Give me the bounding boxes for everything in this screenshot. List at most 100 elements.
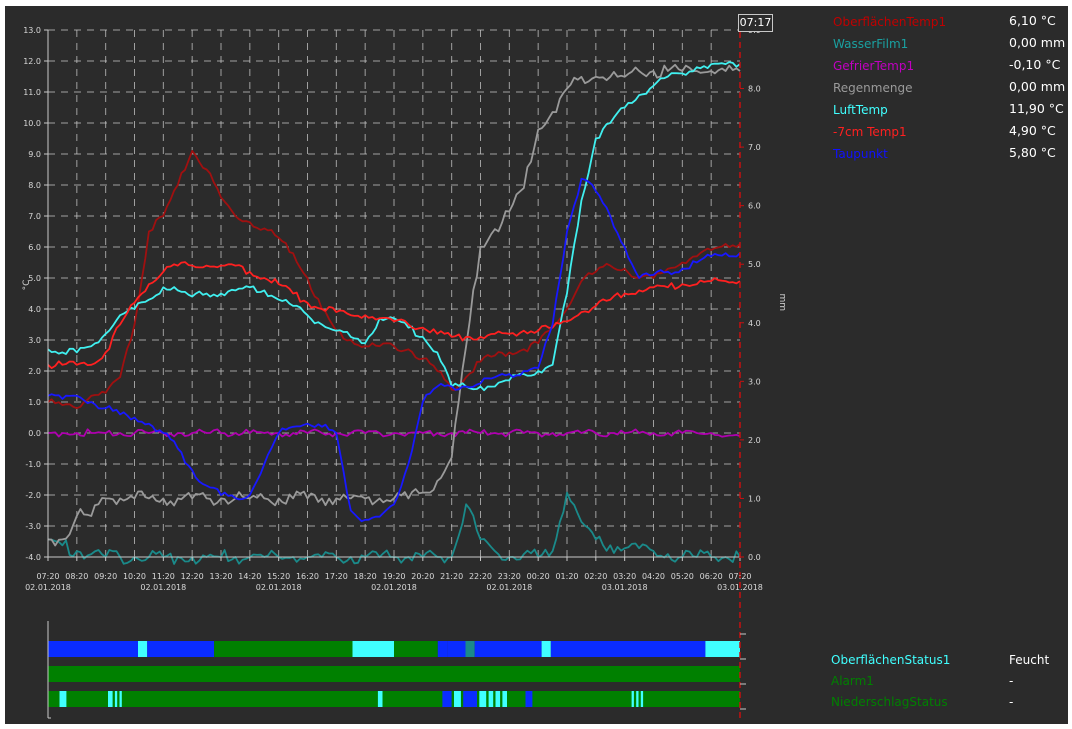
status-segment: [377, 691, 383, 707]
legend-item: Regenmenge 0,00 mm: [833, 78, 1072, 100]
x-date-label: 02.01.2018: [371, 583, 417, 592]
y-axis-unit-left: °C: [22, 280, 32, 291]
legend-item-value: 6,10 °C: [1009, 13, 1056, 28]
y-tick-label-right: 7.0: [748, 143, 761, 152]
legend-item-name: -7cm Temp1: [833, 125, 907, 139]
series-line: [47, 261, 741, 370]
y-tick-label-right: 8.0: [748, 85, 761, 94]
status-segment: [474, 641, 542, 657]
status-segment: [394, 641, 438, 657]
status-segment: [465, 641, 475, 657]
legend-item-value: 4,90 °C: [1009, 123, 1056, 138]
chart-canvas: 13.0 12.0 11.0 10.0 9.0 8.0 7.0 6.0 5.0 4.0 3.0 2.0…: [22, 22, 787, 719]
x-tick-label: 21:20: [440, 572, 463, 581]
x-tick-label: 12:20: [181, 572, 204, 581]
legend-item-name: LuftTemp: [833, 103, 888, 117]
status-segment: [48, 691, 740, 707]
status-segment: [108, 691, 113, 707]
x-tick-label: 04:20: [642, 572, 665, 581]
x-tick-label: 10:20: [123, 572, 146, 581]
y-tick-label-right: 1.0: [748, 494, 761, 503]
y-tick-label-left: -2.0: [25, 491, 41, 500]
y-tick-label-left: 1.0: [28, 398, 41, 407]
status-segment: [114, 691, 118, 707]
legend-item-name: GefrierTemp1: [833, 59, 915, 73]
x-tick-label: 23:20: [498, 572, 521, 581]
status-segment: [138, 641, 148, 657]
status-segment: [495, 691, 501, 707]
status-legend-name: OberflächenStatus1: [831, 653, 951, 667]
status-segment: [631, 691, 634, 707]
y-tick-label-left: 4.0: [28, 305, 41, 314]
y-tick-label-left: 10.0: [23, 119, 41, 128]
x-tick-label: 11:20: [152, 572, 175, 581]
y-tick-label-left: 5.0: [28, 274, 41, 283]
status-legend-name: NiederschlagStatus: [831, 695, 948, 709]
status-segment: [119, 691, 122, 707]
status-segment: [59, 691, 67, 707]
status-segment: [636, 691, 639, 707]
clock-box: 07:17: [738, 14, 773, 32]
legend-item-name: Regenmenge: [833, 81, 913, 95]
legend-item-name: Taupunkt: [833, 147, 888, 161]
y-tick-label-right: 3.0: [748, 377, 761, 386]
status-segment: [640, 691, 644, 707]
x-tick-label: 19:20: [382, 572, 405, 581]
status-segment: [479, 691, 487, 707]
x-tick-label: 07:20: [728, 572, 751, 581]
series-legend: OberflächenTemp1 6,10 °C WasserFilm1 0,00 m…: [833, 12, 1072, 166]
y-tick-label-left: 7.0: [28, 212, 41, 221]
status-legend-name: Alarm1: [831, 674, 874, 688]
legend-item: WasserFilm1 0,00 mm: [833, 34, 1072, 56]
y-tick-label-left: 0.0: [28, 429, 41, 438]
x-tick-label: 01:20: [555, 572, 578, 581]
status-legend: OberflächenStatus1 Feucht Alarm1 - Niedersch…: [831, 651, 1071, 714]
y-axis-unit-right: mm: [777, 294, 787, 312]
status-segment: [463, 691, 477, 707]
x-date-label: 02.01.2018: [486, 583, 532, 592]
legend-item-value: 0,00 mm: [1009, 35, 1066, 50]
status-segment: [454, 691, 461, 707]
x-tick-label: 07:20: [36, 572, 59, 581]
legend-item: GefrierTemp1 -0,10 °C: [833, 56, 1072, 78]
status-legend-item: NiederschlagStatus -: [831, 693, 1071, 714]
x-tick-label: 17:20: [325, 572, 348, 581]
status-legend-value: -: [1009, 674, 1014, 688]
legend-item-name: OberflächenTemp1: [833, 15, 947, 29]
status-segment: [437, 641, 447, 657]
status-segment: [48, 666, 740, 682]
legend-item: OberflächenTemp1 6,10 °C: [833, 12, 1072, 34]
status-legend-item: OberflächenStatus1 Feucht: [831, 651, 1071, 672]
series-line: [47, 63, 741, 547]
y-tick-label-left: 8.0: [28, 181, 41, 190]
x-date-label: 02.01.2018: [256, 583, 302, 592]
chart-axes: [44, 22, 746, 719]
status-segment: [352, 641, 394, 657]
y-tick-label-right: 2.0: [748, 436, 761, 445]
status-bars: [48, 641, 740, 707]
y-tick-label-left: 6.0: [28, 243, 41, 252]
legend-item-value: -0,10 °C: [1009, 57, 1061, 72]
legend-item-value: 0,00 mm: [1009, 79, 1066, 94]
status-segment: [147, 641, 215, 657]
x-tick-label: 16:20: [296, 572, 319, 581]
x-date-label: 03.01.2018: [717, 583, 763, 592]
x-tick-label: 22:20: [469, 572, 492, 581]
status-segment: [502, 691, 507, 707]
y-tick-label-left: 11.0: [23, 88, 41, 97]
y-tick-label-left: -4.0: [25, 553, 41, 562]
x-tick-label: 15:20: [267, 572, 290, 581]
status-segment: [447, 641, 466, 657]
x-tick-label: 03:20: [613, 572, 636, 581]
status-segment: [214, 641, 353, 657]
x-date-label: 02.01.2018: [25, 583, 71, 592]
status-legend-item: Alarm1 -: [831, 672, 1071, 693]
y-tick-label-left: 13.0: [23, 26, 41, 35]
y-tick-label-left: 3.0: [28, 336, 41, 345]
status-segment: [550, 641, 706, 657]
x-tick-label: 00:20: [527, 572, 550, 581]
x-tick-label: 02:20: [584, 572, 607, 581]
legend-item: -7cm Temp1 4,90 °C: [833, 122, 1072, 144]
legend-item: Taupunkt 5,80 °C: [833, 144, 1072, 166]
legend-item: LuftTemp 11,90 °C: [833, 100, 1072, 122]
